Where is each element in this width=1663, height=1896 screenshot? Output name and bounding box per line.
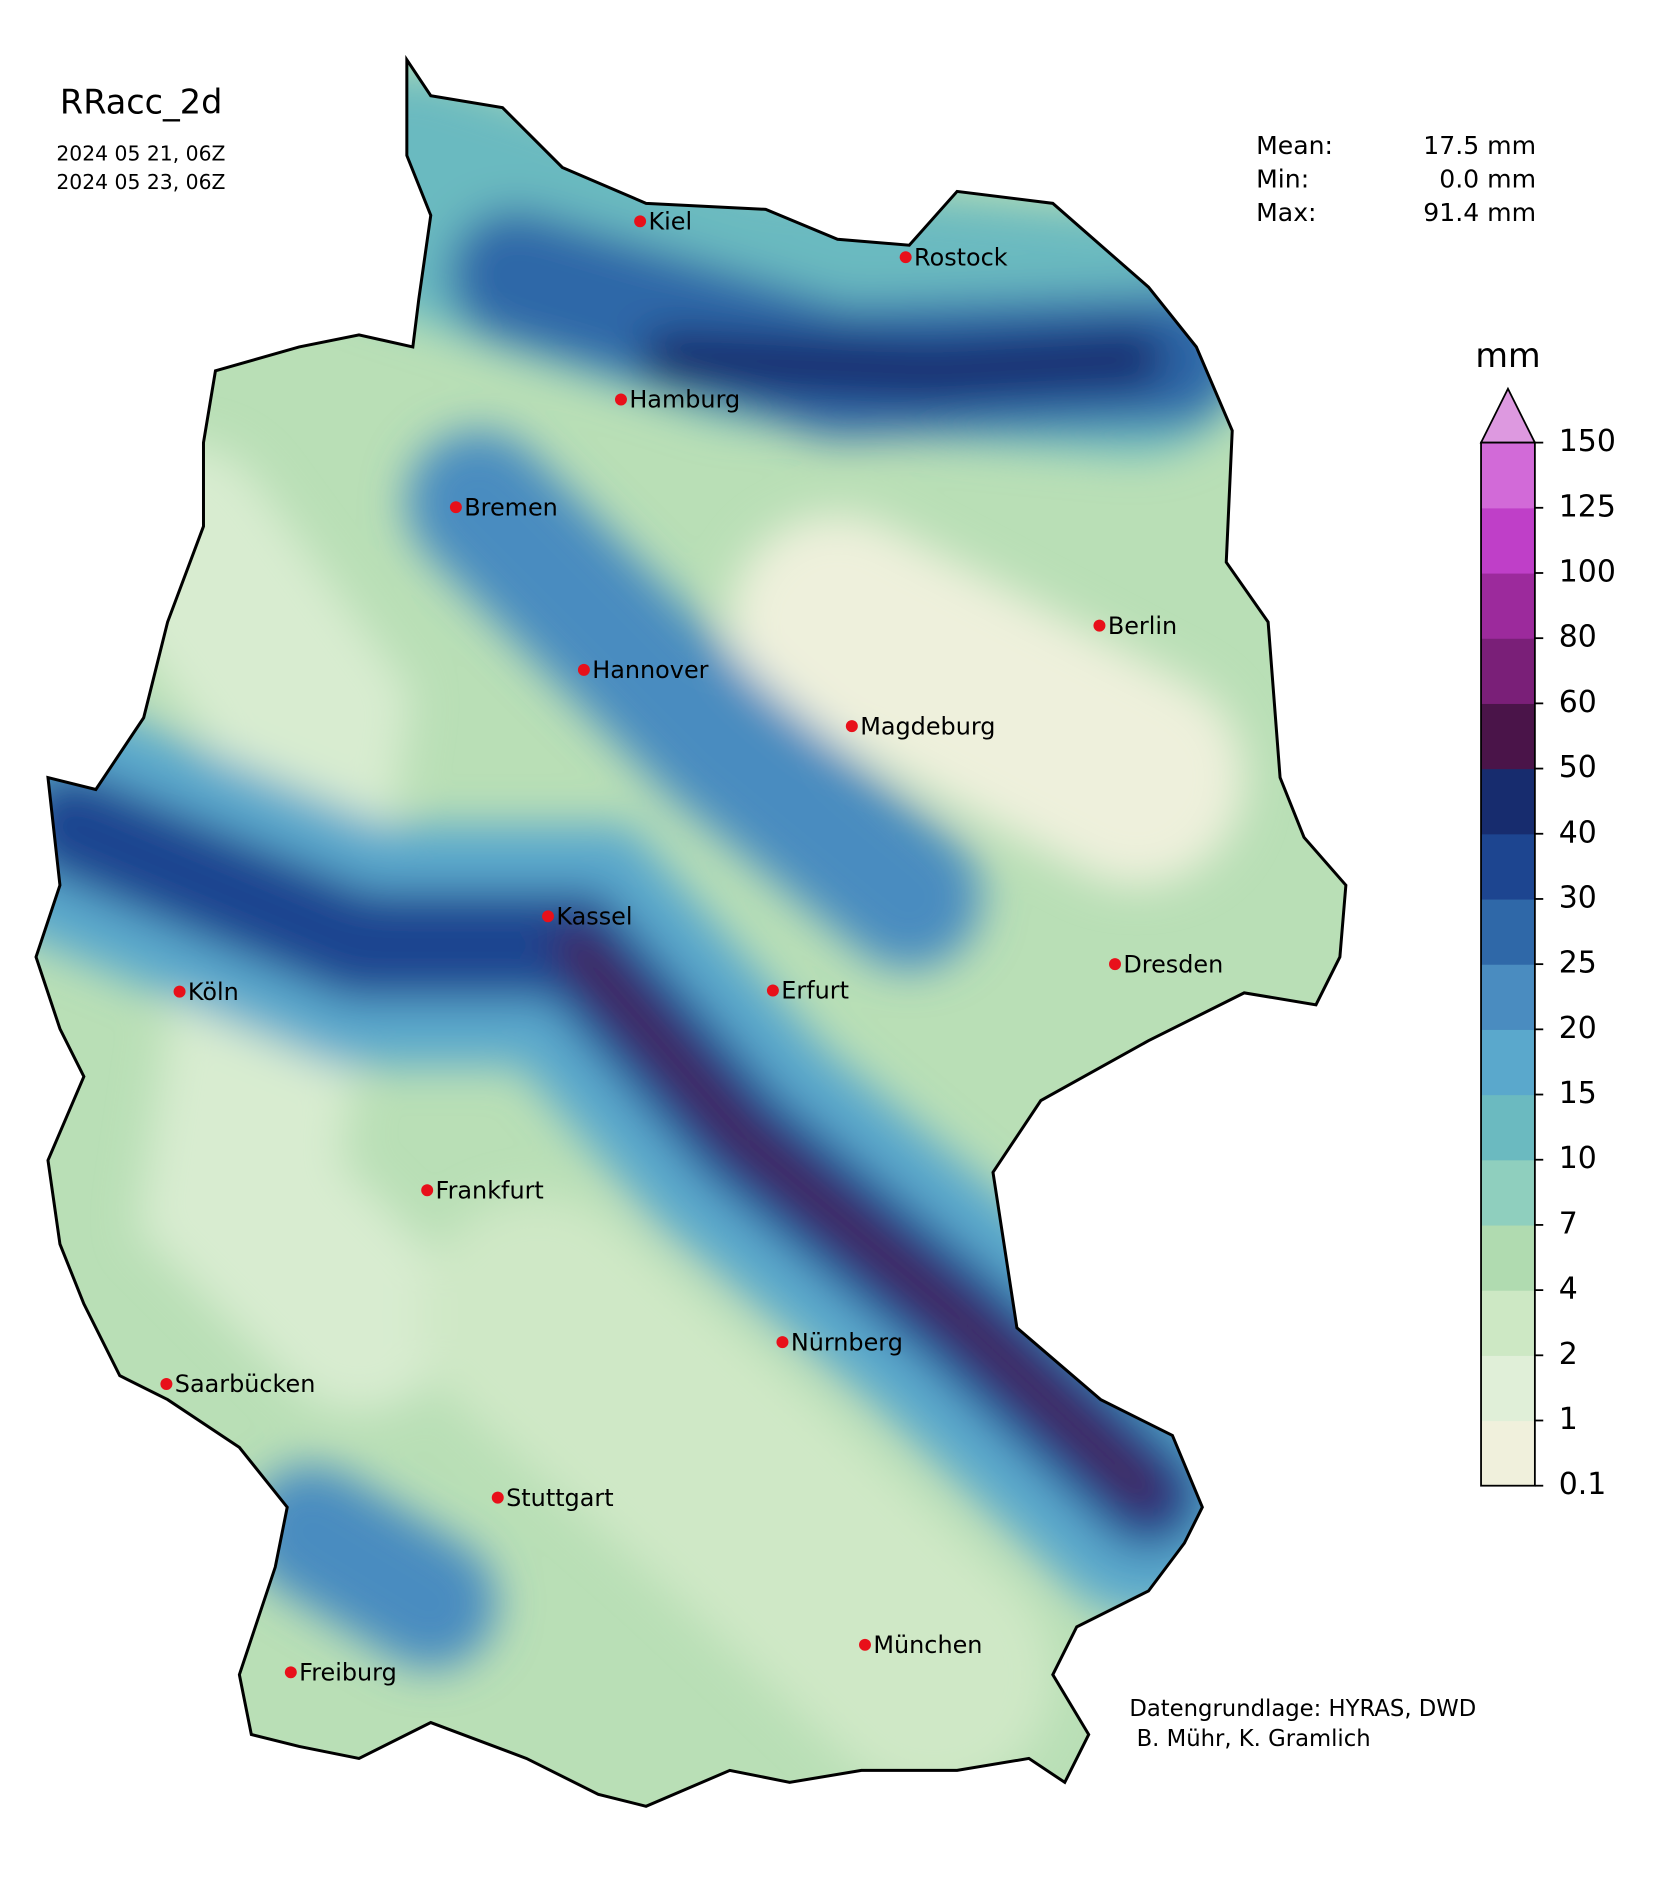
city-label: Stuttgart [506,1484,613,1512]
statistics: Mean: 17.5 mm Min: 0.0 mm Max: 91.4 mm [1256,131,1536,227]
colorbar-segment [1481,1094,1535,1161]
city-marker [614,393,627,406]
colorbar-tick-label: 60 [1559,685,1597,720]
city-marker [449,501,462,514]
colorbar-tick-label: 0.1 [1559,1467,1607,1502]
city-marker [766,984,779,997]
colorbar-segment [1481,507,1535,574]
city-marker [859,1638,871,1651]
city-marker [491,1491,504,1504]
stat-label: Max: [1256,198,1316,227]
credit-source: Datengrundlage: HYRAS, DWD [1129,1696,1476,1722]
city-marker [776,1336,789,1349]
colorbar-segment [1481,1355,1535,1422]
city-label: Saarbücken [175,1370,316,1398]
city-marker [160,1378,173,1391]
map-title: RRacc_2d [60,83,222,122]
colorbar-tick-label: 4 [1559,1272,1578,1307]
colorbar-segment [1481,964,1535,1030]
colorbar-segment [1481,898,1535,965]
city-marker [899,251,912,264]
colorbar-tick-label: 80 [1559,620,1597,655]
colorbar-tick-label: 100 [1559,554,1616,589]
colorbar-segment [1481,1420,1535,1487]
colorbar-tick-label: 150 [1559,424,1616,459]
colorbar-segment [1481,768,1535,835]
city-label: Frankfurt [436,1176,544,1204]
colorbar-tick-label: 125 [1559,489,1616,524]
colorbar-segment [1481,1029,1535,1096]
city-label: Erfurt [781,977,849,1005]
city-marker [173,985,186,998]
colorbar-tick-label: 1 [1559,1402,1578,1437]
city-label: Magdeburg [860,712,995,740]
city-label: Kiel [648,207,692,235]
city-label: Bremen [464,493,558,521]
colorbar: 0.1 1 2 4 7 10 15 20 25 30 40 50 60 80 100 125 150 mm [1475,336,1616,1502]
colorbar-segment [1481,1290,1535,1356]
city-label: Berlin [1108,612,1177,640]
city-marker [421,1184,434,1197]
credit-authors: B. Mühr, K. Gramlich [1129,1726,1370,1752]
city-label: Hannover [592,656,708,684]
colorbar-tick-label: 40 [1559,815,1597,850]
city-label: Freiburg [299,1659,397,1687]
stat-label: Mean: [1256,131,1333,160]
stat-value: 91.4 mm [1423,198,1536,227]
colorbar-tick-label: 7 [1559,1206,1578,1241]
city-marker [845,720,858,733]
colorbar-segment [1481,638,1535,704]
city-label: Kassel [556,902,632,930]
city-label: Hamburg [629,386,740,414]
city-label: München [873,1631,982,1659]
colorbar-tick-label: 2 [1559,1337,1578,1372]
city-marker [284,1666,297,1679]
colorbar-segment [1481,833,1535,900]
city-marker [634,215,647,228]
stat-label: Min: [1256,165,1309,194]
precipitation-field [36,59,1346,1807]
colorbar-tick-label: 15 [1559,1076,1597,1111]
city-marker [542,910,554,923]
colorbar-tick-label: 30 [1559,880,1597,915]
colorbar-segment [1481,572,1535,639]
stat-value: 17.5 mm [1423,131,1536,160]
colorbar-segment [1481,1159,1535,1226]
city-label: Dresden [1123,950,1223,978]
colorbar-tick-label: 25 [1559,946,1597,981]
end-date: 2024 05 23, 06Z [56,170,225,194]
colorbar-tick-label: 20 [1559,1011,1597,1046]
colorbar-extend [1479,386,1537,444]
city-label: Nürnberg [791,1328,903,1356]
stat-value: 0.0 mm [1439,165,1536,194]
cities: Kiel Rostock Hamburg Bremen Berlin Hannover Ma… [160,207,1223,1687]
colorbar-unit: mm [1475,336,1540,375]
colorbar-tick-label: 50 [1559,750,1597,785]
colorbar-segment [1481,703,1535,770]
city-marker [1109,958,1121,971]
city-marker [1093,619,1106,632]
start-date: 2024 05 21, 06Z [56,141,225,165]
city-marker [577,663,590,676]
city-label: Köln [188,978,239,1006]
colorbar-segment [1481,1224,1535,1291]
colorbar-tick-label: 10 [1559,1141,1597,1176]
city-label: Rostock [914,243,1008,271]
colorbar-segment [1481,442,1535,509]
